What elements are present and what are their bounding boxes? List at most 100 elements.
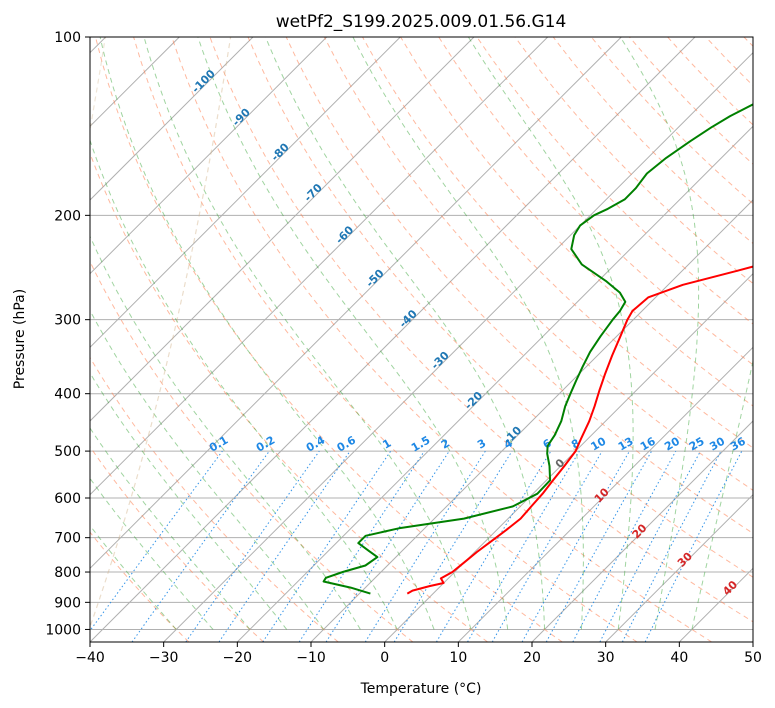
dry-adiabat-label: -40 bbox=[397, 307, 420, 330]
background-lines bbox=[90, 37, 753, 642]
y-tick-label: 700 bbox=[54, 531, 81, 547]
x-tick-label: −10 bbox=[296, 650, 326, 666]
isotherm-line bbox=[90, 37, 328, 275]
y-tick-label: 100 bbox=[54, 30, 81, 46]
dry-adiabat-line bbox=[362, 37, 753, 449]
isotherm-line bbox=[90, 37, 549, 496]
moist-adiabat-line bbox=[90, 427, 251, 630]
moist-adiabat-line bbox=[265, 37, 546, 630]
moist-adiabat-line bbox=[90, 138, 398, 630]
dry-adiabat-line bbox=[90, 356, 339, 642]
dry-adiabat-label: -70 bbox=[302, 181, 325, 204]
dry-adiabat-label: -80 bbox=[269, 140, 292, 163]
x-tick-label: 30 bbox=[597, 650, 615, 666]
moist-adiabat-line bbox=[90, 235, 361, 630]
x-axis-label: Temperature (°C) bbox=[360, 681, 482, 697]
mixing-ratio-line bbox=[298, 450, 425, 642]
mixing-ratio-line bbox=[435, 450, 552, 642]
mixing-ratio-line bbox=[131, 450, 270, 642]
dry-adiabat-line bbox=[133, 37, 638, 642]
x-tick-label: 10 bbox=[449, 650, 467, 666]
moist-adiabat-line bbox=[90, 524, 177, 630]
moist-adiabat-line bbox=[90, 371, 288, 630]
dry-adiabat-line bbox=[171, 37, 712, 642]
dry-adiabat-line bbox=[247, 37, 753, 578]
y-tick-label: 800 bbox=[54, 565, 81, 581]
temperature-line bbox=[406, 265, 753, 595]
mixing-ratio-line bbox=[185, 450, 320, 642]
isotherm-line bbox=[310, 199, 753, 642]
isotherm-line bbox=[163, 51, 753, 642]
dry-adiabat-line bbox=[209, 37, 753, 623]
dry-adiabat-line bbox=[705, 37, 753, 87]
isotherm-line bbox=[752, 641, 753, 642]
isotherm-line bbox=[90, 37, 254, 201]
isotherm-line bbox=[531, 420, 753, 642]
mixing-ratio-label: 2 bbox=[439, 437, 452, 452]
x-tick-label: 0 bbox=[380, 650, 389, 666]
mixing-ratio-line bbox=[599, 450, 701, 642]
moist-adiabat-line bbox=[197, 37, 509, 630]
background-line-labels: 0.1 0.2 0.4 0.6 1 1.5 2 3 4 6 8 10 13 16 20 25 30 36-100-… bbox=[189, 67, 748, 598]
isotherm-line bbox=[90, 37, 401, 349]
dry-adiabat-label: -100 bbox=[189, 67, 218, 96]
mixing-ratio-line bbox=[644, 450, 743, 642]
mixing-ratio-line bbox=[572, 450, 677, 642]
isotherm-label: 10 bbox=[592, 485, 612, 505]
dry-adiabat-label: -30 bbox=[429, 349, 452, 372]
x-tick-label: −30 bbox=[149, 650, 179, 666]
x-tick-label: −20 bbox=[223, 650, 253, 666]
dry-adiabat-line bbox=[90, 531, 190, 642]
dry-adiabat-line bbox=[552, 37, 753, 245]
x-tick-label: 20 bbox=[523, 650, 541, 666]
data-series bbox=[322, 103, 753, 595]
mixing-ratio-line bbox=[364, 450, 486, 642]
y-axis-label: Pressure (hPa) bbox=[12, 289, 28, 389]
dry-adiabat-label: -60 bbox=[333, 223, 356, 246]
mixing-ratio-line bbox=[545, 450, 653, 642]
dry-adiabat-line bbox=[514, 37, 753, 285]
moist-adiabat-line bbox=[99, 37, 435, 630]
dry-adiabat-line bbox=[95, 37, 563, 642]
isotherm-line bbox=[457, 346, 753, 642]
dry-adiabat-line bbox=[400, 37, 753, 407]
dry-adiabat-label: -50 bbox=[363, 267, 386, 290]
moist-adiabat-line bbox=[143, 37, 472, 630]
x-tick-label: 50 bbox=[744, 650, 762, 666]
y-tick-label: 200 bbox=[54, 208, 81, 224]
isotherm-line bbox=[90, 37, 622, 570]
mixing-ratio-label: 3 bbox=[475, 437, 488, 452]
moist-adiabat-line bbox=[90, 309, 324, 630]
curved-reference-line bbox=[90, 37, 232, 629]
dry-adiabat-line bbox=[90, 445, 264, 642]
moist-adiabat-line bbox=[352, 37, 584, 630]
mixing-ratio-label: 1 bbox=[380, 437, 393, 452]
axes: −40 −30 −20 −10 0 10 20 30 40 50 100 200 300 400 500 60… bbox=[45, 30, 762, 666]
chart-title: wetPf2_S199.2025.009.01.56.G14 bbox=[276, 12, 567, 32]
dry-adiabat-label: -20 bbox=[462, 389, 485, 412]
moist-adiabat-line bbox=[691, 358, 753, 630]
mixing-ratio-line bbox=[393, 450, 513, 642]
y-tick-label: 600 bbox=[54, 491, 81, 507]
y-tick-label: 400 bbox=[54, 387, 81, 403]
isotherm-line bbox=[90, 37, 696, 642]
moist-adiabat-line bbox=[467, 37, 634, 630]
mixing-ratio-line bbox=[521, 450, 630, 642]
dry-adiabat-line bbox=[743, 37, 753, 47]
isotherm-line bbox=[384, 272, 753, 642]
dewpoint-line bbox=[322, 103, 753, 595]
mixing-ratio-line bbox=[262, 450, 392, 642]
y-tick-label: 500 bbox=[54, 444, 81, 460]
isotherm-label: 30 bbox=[675, 549, 695, 569]
mixing-ratio-line bbox=[218, 450, 351, 642]
x-tick-label: −40 bbox=[75, 650, 105, 666]
plot-frame bbox=[89, 36, 754, 643]
moist-adiabat-line bbox=[619, 37, 700, 630]
mixing-ratio-line bbox=[90, 450, 223, 632]
isotherm-line bbox=[605, 493, 753, 642]
dry-adiabat-line bbox=[90, 260, 414, 642]
y-tick-label: 300 bbox=[54, 313, 81, 329]
mixing-ratio-line bbox=[325, 450, 450, 642]
x-tick-label: 40 bbox=[670, 650, 688, 666]
